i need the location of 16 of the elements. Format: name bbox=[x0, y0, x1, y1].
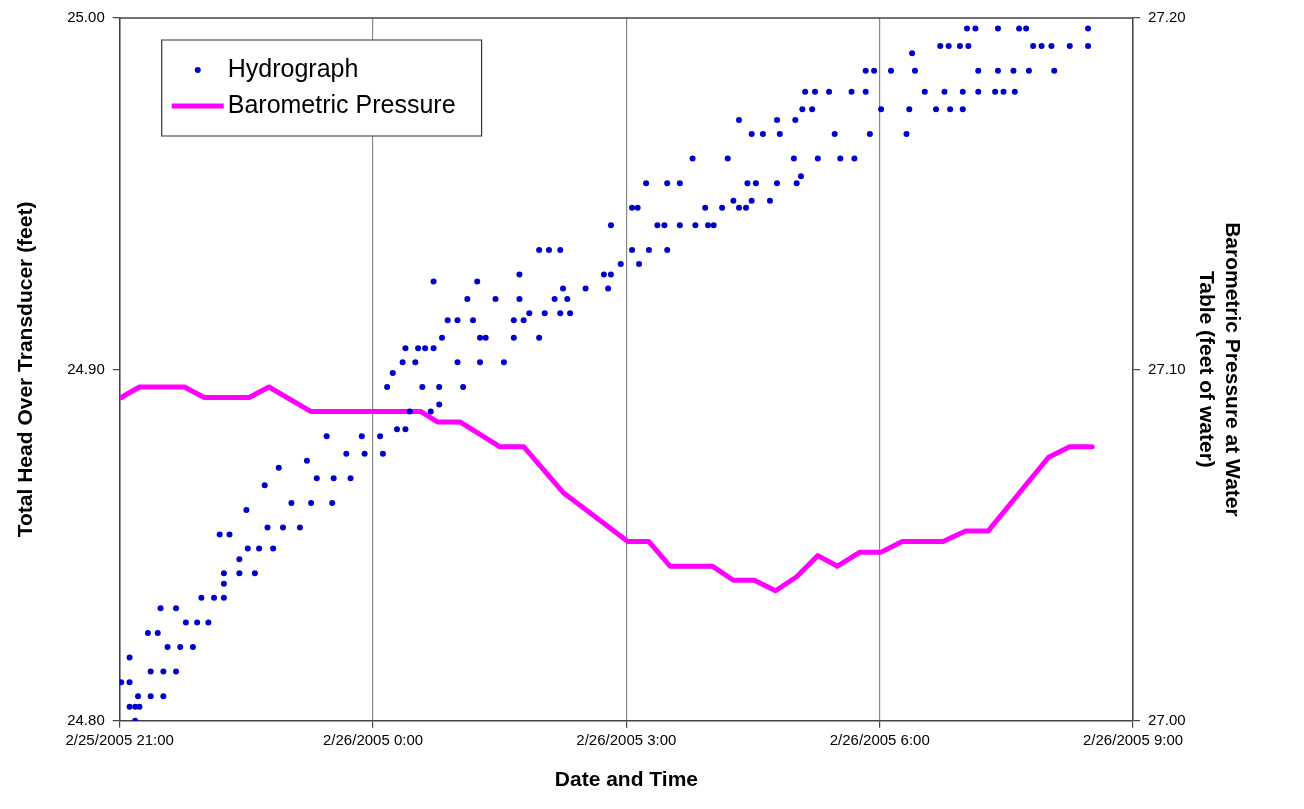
legend-label: Hydrograph bbox=[227, 53, 359, 82]
y-tick-label: 24.90 bbox=[67, 359, 105, 377]
x-tick-label: 2/26/2005 0:00 bbox=[323, 730, 424, 748]
y2-tick-label: 27.20 bbox=[1148, 8, 1186, 26]
x-tick-label: 2/26/2005 6:00 bbox=[829, 730, 930, 748]
y2-tick-label: 27.10 bbox=[1148, 359, 1186, 377]
x-tick-label: 2/25/2005 21:00 bbox=[65, 730, 174, 748]
y2-tick-label: 27.00 bbox=[1148, 710, 1186, 728]
x-tick-label: 2/26/2005 3:00 bbox=[576, 730, 677, 748]
y2-axis-title: Barometric Pressure at Water Table (feet of water) bbox=[1196, 222, 1245, 517]
x-tick-label: 2/26/2005 9:00 bbox=[1083, 730, 1184, 748]
y-tick-label: 25.00 bbox=[67, 8, 105, 26]
y-axis-title: Total Head Over Transducer (feet) bbox=[13, 201, 37, 538]
legend-label: Barometric Pressure bbox=[227, 89, 456, 118]
x-axis-title: Date and Time bbox=[554, 767, 698, 791]
y-tick-label: 24.80 bbox=[67, 710, 105, 728]
